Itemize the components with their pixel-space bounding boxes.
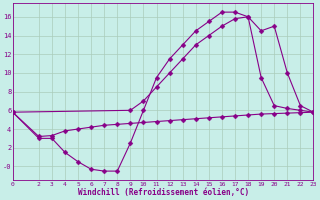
X-axis label: Windchill (Refroidissement éolien,°C): Windchill (Refroidissement éolien,°C) <box>77 188 249 197</box>
